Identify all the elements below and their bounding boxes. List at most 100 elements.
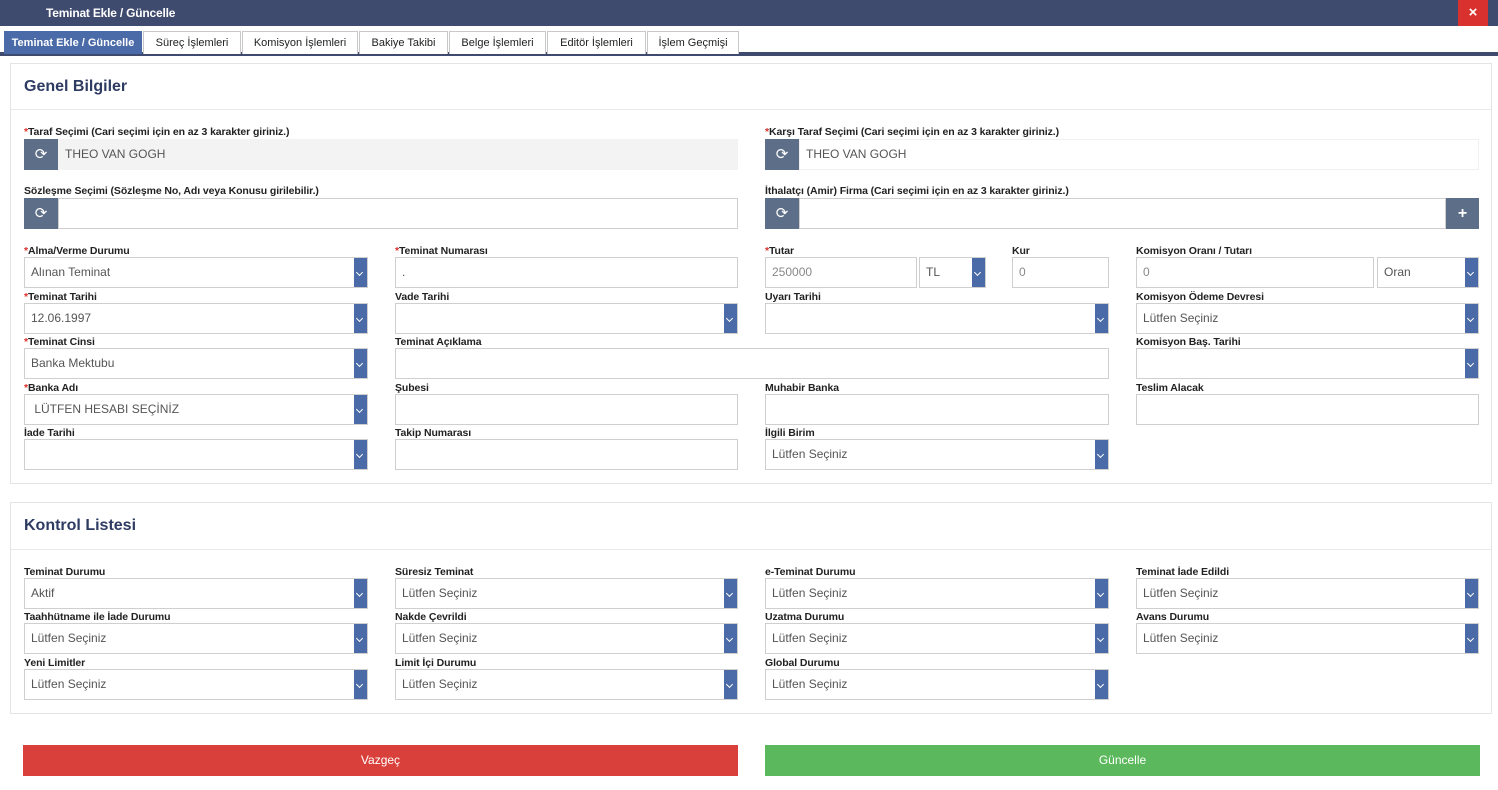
global-label: Global Durumu xyxy=(765,657,840,669)
teminat-cinsi-label: *Teminat Cinsi xyxy=(24,336,95,348)
chevron-down-icon xyxy=(354,579,367,608)
teminat-aciklama-input[interactable] xyxy=(395,348,1109,379)
iade-tarihi-label: İade Tarihi xyxy=(24,427,75,439)
refresh-icon[interactable]: ⟳ xyxy=(24,139,58,170)
karsi-taraf-field[interactable]: THEO VAN GOGH xyxy=(799,139,1479,170)
nakde-label: Nakde Çevrildi xyxy=(395,611,467,623)
avans-select[interactable]: Lütfen Seçiniz xyxy=(1136,623,1479,654)
banka-adi-select[interactable]: LÜTFEN HESABI SEÇİNİZ xyxy=(24,394,368,425)
kontrol-listesi-title: Kontrol Listesi xyxy=(24,517,137,534)
chevron-down-icon xyxy=(1465,258,1478,287)
chevron-down-icon xyxy=(1465,349,1478,378)
komisyon-oran-input[interactable]: 0 xyxy=(1136,257,1374,288)
uyari-tarihi-select[interactable] xyxy=(765,303,1109,334)
sozlesme-field[interactable] xyxy=(58,198,738,229)
e-teminat-select[interactable]: Lütfen Seçiniz xyxy=(765,578,1109,609)
komisyon-type-select[interactable]: Oran xyxy=(1377,257,1479,288)
chevron-down-icon xyxy=(724,624,737,653)
chevron-down-icon xyxy=(1095,304,1108,333)
uzatma-label: Uzatma Durumu xyxy=(765,611,845,623)
chevron-down-icon xyxy=(724,579,737,608)
alma-verme-label: *Alma/Verme Durumu xyxy=(24,245,130,257)
teminat-durumu-label: Teminat Durumu xyxy=(24,566,106,578)
refresh-icon[interactable]: ⟳ xyxy=(24,198,58,229)
currency-select[interactable]: TL xyxy=(919,257,986,288)
chevron-down-icon xyxy=(724,304,737,333)
taraf-field[interactable]: THEO VAN GOGH xyxy=(58,139,738,170)
uzatma-select[interactable]: Lütfen Seçiniz xyxy=(765,623,1109,654)
banka-adi-label: *Banka Adı xyxy=(24,382,79,394)
chevron-down-icon xyxy=(354,440,367,469)
chevron-down-icon xyxy=(972,258,985,287)
komisyon-oran-label: Komisyon Oranı / Tutarı xyxy=(1136,245,1252,257)
refresh-icon[interactable]: ⟳ xyxy=(765,198,799,229)
nakde-select[interactable]: Lütfen Seçiniz xyxy=(395,623,738,654)
vade-tarihi-select[interactable] xyxy=(395,303,738,334)
update-button[interactable]: Güncelle xyxy=(765,745,1480,776)
subesi-input[interactable] xyxy=(395,394,738,425)
taraf-label: *Taraf Seçimi (Cari seçimi için en az 3 … xyxy=(24,126,290,138)
chevron-down-icon xyxy=(354,624,367,653)
chevron-down-icon xyxy=(354,395,367,424)
subesi-label: Şubesi xyxy=(395,382,429,394)
tab-editor-islemleri[interactable]: Editör İşlemleri xyxy=(547,31,646,54)
ithalatci-field[interactable] xyxy=(799,198,1446,229)
teminat-tarihi-label: *Teminat Tarihi xyxy=(24,291,97,303)
komisyon-bas-select[interactable] xyxy=(1136,348,1479,379)
teminat-tarihi-select[interactable]: 12.06.1997 xyxy=(24,303,368,334)
takip-no-input[interactable] xyxy=(395,439,738,470)
e-teminat-label: e-Teminat Durumu xyxy=(765,566,856,578)
komisyon-bas-label: Komisyon Baş. Tarihi xyxy=(1136,336,1241,348)
karsi-taraf-label: *Karşı Taraf Seçimi (Cari seçimi için en… xyxy=(765,126,1059,138)
teslim-alacak-input[interactable] xyxy=(1136,394,1479,425)
muhabir-banka-label: Muhabir Banka xyxy=(765,382,839,394)
taahhutname-select[interactable]: Lütfen Seçiniz xyxy=(24,623,368,654)
chevron-down-icon xyxy=(724,670,737,699)
limit-ici-select[interactable]: Lütfen Seçiniz xyxy=(395,669,738,700)
tab-belge-islemleri[interactable]: Belge İşlemleri xyxy=(449,31,546,54)
komisyon-odeme-select[interactable]: Lütfen Seçiniz xyxy=(1136,303,1479,334)
tab-komisyon-islemleri[interactable]: Komisyon İşlemleri xyxy=(242,31,358,54)
suresiz-label: Süresiz Teminat xyxy=(395,566,474,578)
teminat-no-input[interactable]: . xyxy=(395,257,738,288)
window-title: Teminat Ekle / Güncelle xyxy=(46,6,176,20)
taahhutname-label: Taahhütname ile İade Durumu xyxy=(24,611,171,623)
vade-tarihi-label: Vade Tarihi xyxy=(395,291,450,303)
uyari-tarihi-label: Uyarı Tarihi xyxy=(765,291,821,303)
kur-input[interactable]: 0 xyxy=(1012,257,1109,288)
tab-surec-islemleri[interactable]: Süreç İşlemleri xyxy=(143,31,241,54)
teminat-no-label: *Teminat Numarası xyxy=(395,245,488,257)
tab-teminat-ekle[interactable]: Teminat Ekle / Güncelle xyxy=(4,31,142,54)
teminat-durumu-select[interactable]: Aktif xyxy=(24,578,368,609)
global-select[interactable]: Lütfen Seçiniz xyxy=(765,669,1109,700)
iade-edildi-select[interactable]: Lütfen Seçiniz xyxy=(1136,578,1479,609)
avans-label: Avans Durumu xyxy=(1136,611,1210,623)
tab-islem-gecmisi[interactable]: İşlem Geçmişi xyxy=(647,31,739,54)
plus-icon[interactable]: + xyxy=(1446,198,1479,229)
iade-edildi-label: Teminat İade Edildi xyxy=(1136,566,1230,578)
chevron-down-icon xyxy=(1095,579,1108,608)
chevron-down-icon xyxy=(354,670,367,699)
chevron-down-icon xyxy=(1465,304,1478,333)
limit-ici-label: Limit İçi Durumu xyxy=(395,657,477,669)
iade-tarihi-select[interactable] xyxy=(24,439,368,470)
refresh-icon[interactable]: ⟳ xyxy=(765,139,799,170)
muhabir-banka-input[interactable] xyxy=(765,394,1109,425)
chevron-down-icon xyxy=(1095,670,1108,699)
cancel-button[interactable]: Vazgeç xyxy=(23,745,738,776)
alma-verme-select[interactable]: Alınan Teminat xyxy=(24,257,368,288)
teslim-alacak-label: Teslim Alacak xyxy=(1136,382,1204,394)
chevron-down-icon xyxy=(354,349,367,378)
suresiz-select[interactable]: Lütfen Seçiniz xyxy=(395,578,738,609)
ilgili-birim-select[interactable]: Lütfen Seçiniz xyxy=(765,439,1109,470)
komisyon-odeme-label: Komisyon Ödeme Devresi xyxy=(1136,291,1264,303)
teminat-cinsi-select[interactable]: Banka Mektubu xyxy=(24,348,368,379)
yeni-limitler-select[interactable]: Lütfen Seçiniz xyxy=(24,669,368,700)
tab-bakiye-takibi[interactable]: Bakiye Takibi xyxy=(359,31,448,54)
divider xyxy=(11,109,1491,110)
tutar-input[interactable]: 250000 xyxy=(765,257,917,288)
chevron-down-icon xyxy=(1095,440,1108,469)
chevron-down-icon xyxy=(1095,624,1108,653)
close-icon[interactable]: × xyxy=(1458,0,1488,26)
takip-no-label: Takip Numarası xyxy=(395,427,472,439)
